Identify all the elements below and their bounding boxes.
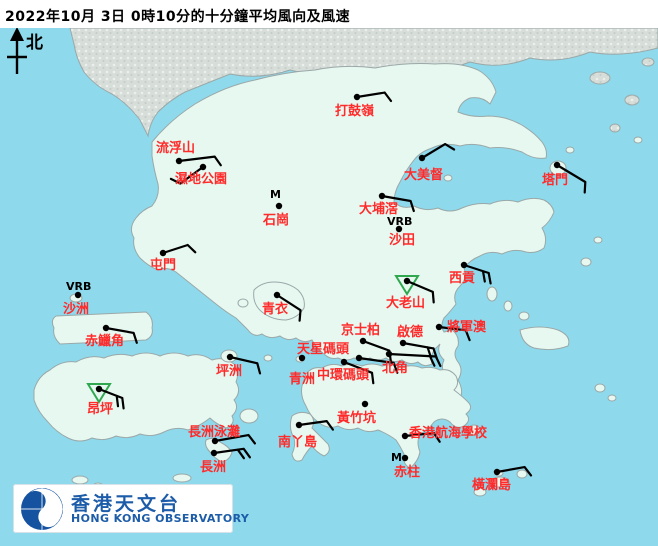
station-dot-tseung-kwan-o[interactable] [435,323,443,331]
station-dot-star-ferry[interactable] [355,354,363,362]
station-dot-tai-po-kau[interactable] [378,192,386,200]
wind-layer [74,91,587,477]
wind-barb [405,279,435,304]
wind-barb [355,91,393,103]
station-dot-ngong-ping[interactable] [95,385,103,393]
station-dot-ta-kwu-ling[interactable] [353,93,361,101]
north-label: 北 [26,33,43,53]
wind-barb [357,356,399,374]
station-dot-peng-chau[interactable] [226,353,234,361]
wind-barb [555,163,587,194]
high-level-station-triangle-icon [394,275,420,296]
map-mirs-bay-islets [589,57,655,133]
wind-barb [462,263,492,285]
map-new-territories [130,63,555,418]
station-dot-lamma-island[interactable] [295,421,303,429]
station-dot-shek-kong[interactable] [275,202,283,210]
station-dot-cheung-chau[interactable] [210,449,218,457]
wind-barb [177,155,222,167]
station-dot-central-pier[interactable] [340,358,348,366]
map-tsing-yi-island [253,281,305,321]
station-dot-lau-fau-shan[interactable] [175,157,183,165]
wind-barb [212,447,251,460]
hko-logo-chinese-text: 香港天文台 [71,493,182,515]
wind-barb [420,143,456,160]
hko-logo-icon [21,488,63,530]
wind-barb [387,352,442,368]
wind-barb [380,194,415,213]
station-dot-sha-tin[interactable] [395,225,403,233]
station-dot-cheung-chau-beach[interactable] [211,437,219,445]
station-dot-tap-mun[interactable] [553,161,561,169]
wind-barb [403,431,441,443]
title-bar: 2022年10月 3日 0時10分的十分鐘平均風向及風速 [0,0,658,28]
map-outlying-islands [69,136,643,497]
hko-logo-english-text: HONG KONG OBSERVATORY [71,512,250,525]
page-title: 2022年10月 3日 0時10分的十分鐘平均風向及風速 [5,9,351,25]
station-dot-stanley[interactable] [401,454,409,462]
station-dot-tates-cairn[interactable] [403,277,411,285]
wind-barb [104,326,138,344]
map-hong-kong-island [301,363,472,469]
wind-barb [213,434,256,445]
wind-barb [437,325,471,342]
hko-logo[interactable]: 香港天文台 HONG KONG OBSERVATORY [13,484,249,533]
wind-barb [161,243,197,255]
map-shenzhen-area [69,27,658,138]
wind-barb [97,387,125,410]
station-dot-sai-kung[interactable] [460,261,468,269]
map-airport-island [51,311,153,345]
station-dot-chek-lap-kok[interactable] [102,324,110,332]
station-dot-north-point[interactable] [385,350,393,358]
station-dot-kings-park[interactable] [359,337,367,345]
wind-barb [495,466,533,477]
wind-barb [342,360,375,385]
north-arrow-icon [7,27,27,74]
station-dot-tai-mei-tuk[interactable] [418,154,426,162]
station-dot-green-island[interactable] [298,354,306,362]
map-lantau-island [33,352,240,442]
station-dot-wetland-park[interactable] [199,163,207,171]
wind-barb [275,293,302,322]
station-dot-sha-chau[interactable] [74,291,82,299]
high-level-station-triangle-icon [86,383,112,404]
station-dot-tuen-mun[interactable] [159,249,167,257]
station-dot-tsing-yi[interactable] [273,291,281,299]
wind-barb [228,355,262,375]
wind-barb [169,165,205,185]
wind-barb [297,420,334,431]
station-dot-hk-sea-school[interactable] [401,432,409,440]
station-dot-waglan-island[interactable] [493,468,501,476]
station-dot-kai-tak[interactable] [399,339,407,347]
station-dot-wong-chuk-hang[interactable] [361,400,369,408]
